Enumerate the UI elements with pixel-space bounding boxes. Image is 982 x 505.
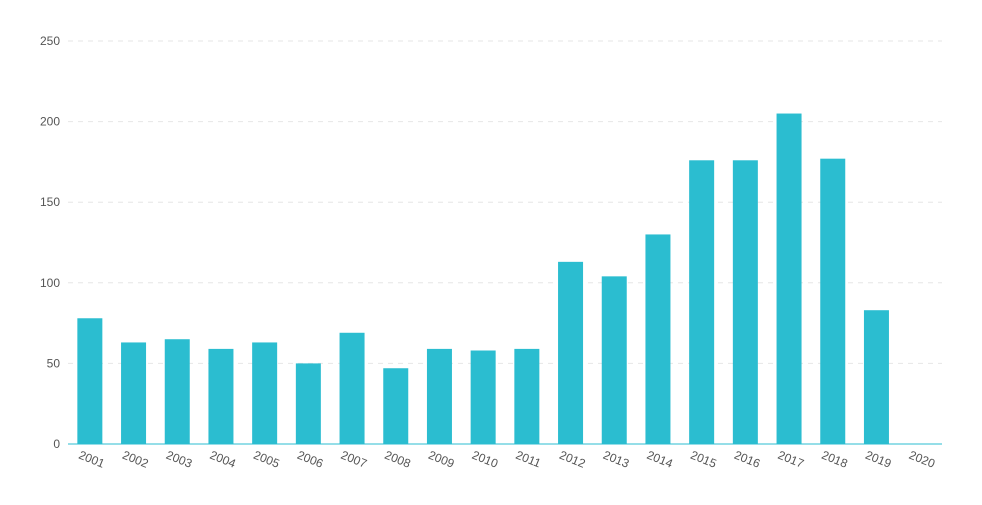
bar-2006 — [295, 363, 321, 444]
x-tick-label: 2017 — [776, 448, 806, 471]
y-axis-ticks: 0 50 100 150 200 250 — [40, 34, 60, 451]
y-tick-label: 250 — [40, 34, 60, 48]
bar-2007 — [339, 332, 365, 444]
x-tick-label: 2015 — [689, 448, 719, 471]
x-tick-label: 2010 — [470, 448, 500, 471]
grid-lines — [68, 40, 942, 364]
x-tick-label: 2018 — [820, 448, 850, 471]
x-tick-label: 2007 — [339, 448, 369, 471]
y-tick-label: 50 — [47, 356, 61, 370]
bar-2008 — [383, 368, 409, 444]
x-tick-label: 2016 — [732, 448, 762, 471]
x-tick-label: 2003 — [164, 448, 194, 471]
x-tick-label: 2011 — [514, 448, 543, 471]
bar-2001 — [77, 318, 103, 444]
bar-2004 — [208, 348, 234, 444]
bar-2013 — [601, 276, 627, 444]
bar-2002 — [121, 342, 147, 444]
bar-2015 — [689, 160, 715, 444]
bar-2014 — [645, 234, 671, 444]
x-tick-label: 2019 — [863, 448, 893, 471]
x-tick-label: 2001 — [77, 448, 107, 471]
bar-2017 — [776, 113, 802, 444]
x-tick-label: 2012 — [557, 448, 587, 471]
bar-2010 — [470, 350, 496, 444]
x-tick-label: 2002 — [120, 448, 150, 471]
bar-2019 — [863, 310, 889, 444]
x-tick-label: 2020 — [907, 448, 937, 471]
bars — [77, 113, 889, 444]
bar-2009 — [426, 348, 452, 444]
x-tick-label: 2013 — [601, 448, 631, 471]
y-tick-label: 200 — [40, 115, 60, 129]
x-tick-label: 2009 — [426, 448, 456, 471]
bar-2011 — [514, 348, 540, 444]
y-tick-label: 0 — [53, 437, 60, 451]
bar-2005 — [252, 342, 278, 444]
x-tick-label: 2008 — [383, 448, 413, 471]
x-tick-label: 2004 — [208, 448, 238, 471]
y-tick-label: 150 — [40, 195, 60, 209]
bar-2012 — [558, 261, 584, 444]
bar-2018 — [820, 158, 846, 444]
x-tick-label: 2014 — [645, 448, 675, 471]
bar-2003 — [164, 339, 190, 444]
x-tick-label: 2006 — [295, 448, 325, 471]
x-tick-label: 2005 — [252, 448, 282, 471]
bar-2016 — [732, 160, 758, 444]
x-axis-ticks: 2001 2002 2003 2004 2005 2006 2007 2008 2009 2010… — [77, 448, 938, 471]
y-tick-label: 100 — [40, 276, 60, 290]
